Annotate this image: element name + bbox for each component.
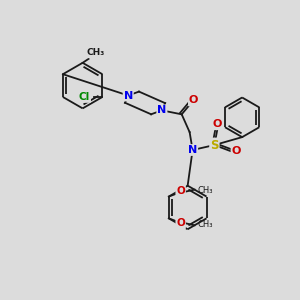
Text: O: O <box>176 186 185 196</box>
Text: S: S <box>210 139 219 152</box>
Text: O: O <box>232 146 241 156</box>
Text: O: O <box>189 95 198 106</box>
Text: O: O <box>176 218 185 228</box>
Text: CH₃: CH₃ <box>197 186 213 195</box>
Text: CH₃: CH₃ <box>197 220 213 229</box>
Text: Cl: Cl <box>79 92 90 102</box>
Text: O: O <box>213 119 222 129</box>
Text: N: N <box>188 145 197 155</box>
Text: N: N <box>157 105 167 116</box>
Text: CH₃: CH₃ <box>86 48 105 57</box>
Text: N: N <box>124 91 133 100</box>
